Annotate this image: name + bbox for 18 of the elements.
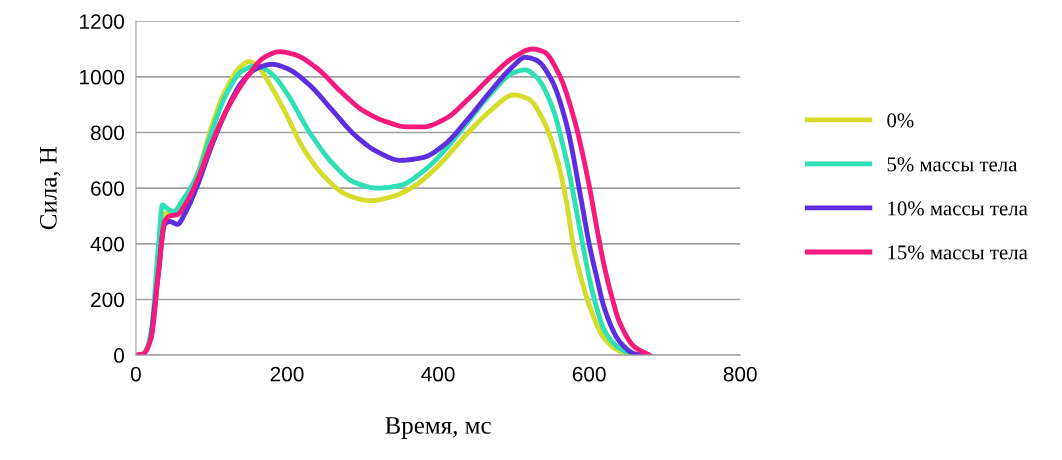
legend-label: 5% массы тела bbox=[887, 157, 1018, 172]
y-tick-label: 1000 bbox=[80, 69, 125, 85]
y-tick-label: 400 bbox=[90, 236, 125, 252]
y-tick-label: 200 bbox=[91, 292, 125, 308]
x-tick-label: 400 bbox=[421, 366, 455, 382]
y-axis-title: Сила, Н bbox=[39, 146, 61, 230]
legend-label: 15% массы тела bbox=[888, 245, 1028, 260]
legend-label: 0% bbox=[887, 113, 914, 128]
x-axis-title: Время, мс bbox=[385, 417, 491, 439]
y-tick-label: 0 bbox=[114, 348, 125, 363]
legend-label: 10% массы тела bbox=[888, 201, 1028, 216]
x-tick-label: 600 bbox=[572, 366, 606, 382]
x-tick-label: 200 bbox=[270, 366, 304, 382]
x-tick-label: 800 bbox=[723, 366, 757, 382]
y-tick-label: 800 bbox=[90, 125, 125, 141]
y-tick-label: 1200 bbox=[80, 14, 125, 29]
y-tick-label: 600 bbox=[91, 181, 125, 196]
x-tick-label: 0 bbox=[130, 366, 141, 382]
